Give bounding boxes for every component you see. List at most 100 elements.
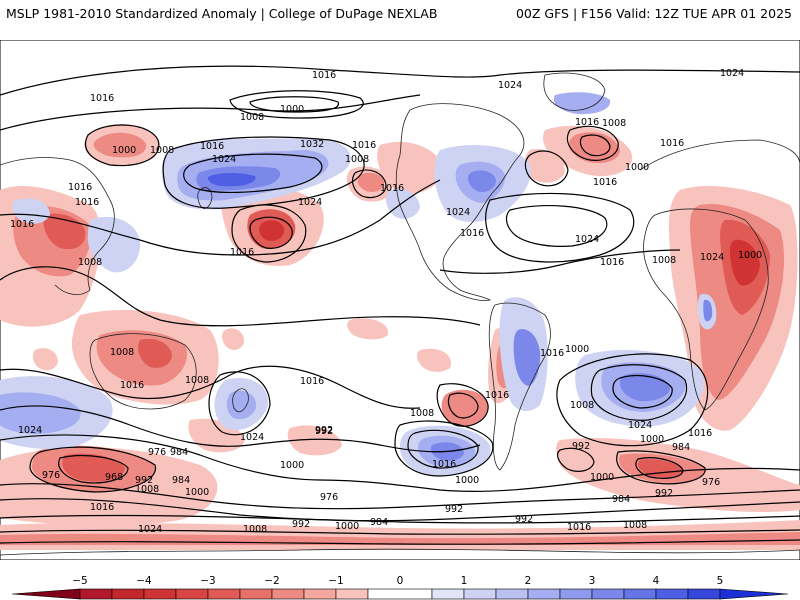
- contour-label: 984: [612, 494, 630, 505]
- isobar: [58, 455, 129, 484]
- contour-label: 1016: [200, 141, 224, 152]
- contour-label: 1000: [640, 434, 664, 445]
- contour-label: 992: [445, 504, 463, 515]
- pos-1-area: [87, 216, 141, 273]
- colorbar-swatch: [623, 588, 657, 600]
- isobar: [407, 429, 479, 469]
- contour-label: 992: [655, 488, 673, 499]
- neg-1-area: [287, 425, 342, 456]
- isobar: [394, 420, 494, 477]
- contour-label: 1024: [240, 432, 264, 443]
- colorbar-tick: 2: [525, 575, 532, 587]
- isobar: [208, 371, 271, 436]
- isobar: [183, 153, 323, 193]
- isobar: [556, 353, 709, 447]
- isobar: [0, 529, 800, 535]
- isobar: [485, 192, 635, 263]
- contour-label: 1016: [600, 257, 624, 268]
- neg-4-area: [259, 220, 285, 241]
- contour-label: 968: [105, 472, 123, 483]
- contour-label: 1000: [738, 250, 762, 261]
- colorbar-swatch: [367, 588, 433, 600]
- contour-label: 1024: [446, 207, 470, 218]
- colorbar-swatch: [495, 588, 529, 600]
- contour-label: 992: [572, 441, 590, 452]
- pos-3-area: [468, 170, 496, 193]
- contour-label: 1024: [18, 425, 42, 436]
- map-title: MSLP 1981-2010 Standardized Anomaly | Co…: [6, 6, 438, 21]
- neg-3-area: [138, 338, 172, 368]
- isobar: [0, 365, 421, 409]
- contour-label: 1016: [432, 459, 456, 470]
- neg-1-area: [417, 348, 451, 372]
- contour-label: 1016: [90, 93, 114, 104]
- contour-label: 1008: [135, 484, 159, 495]
- colorbar-tick: 0: [397, 575, 404, 587]
- isobar: [0, 179, 441, 256]
- contour-label: 1016: [10, 219, 34, 230]
- contour-label: 1016: [75, 197, 99, 208]
- colorbar-swatch: [527, 588, 561, 600]
- neg-3-area: [638, 459, 682, 478]
- greenland-coast: [543, 72, 606, 111]
- coastlines: [0, 72, 800, 556]
- new-zealand-coast: [232, 388, 249, 413]
- contour-label: 992: [135, 475, 153, 486]
- contour-label: 1024: [575, 234, 599, 245]
- colorbar: −5 −4 −3 −2 −1 0 1 2 3 4 5: [11, 575, 789, 600]
- contour-label: 1000: [335, 521, 359, 532]
- neg-2-area: [357, 172, 385, 192]
- isobar: [436, 383, 489, 427]
- pos-2-area: [226, 390, 257, 420]
- isobar: [616, 450, 706, 485]
- isobar: [612, 375, 673, 409]
- contour-label: 1000: [280, 460, 304, 471]
- isobar: [84, 124, 160, 167]
- neg-1-area: [347, 318, 389, 340]
- colorbar-swatch: [271, 588, 305, 600]
- isobar: [566, 125, 619, 161]
- isobar: [229, 90, 364, 119]
- contour-label: 1024: [700, 252, 724, 263]
- neg-3-area: [62, 453, 125, 482]
- colorbar-swatch: [591, 588, 625, 600]
- colorbar-tick: −4: [136, 575, 152, 587]
- colorbar-tick: −1: [328, 575, 343, 587]
- contour-label: 992: [315, 425, 333, 436]
- contour-label: 992: [515, 514, 533, 525]
- isobar: [231, 204, 307, 263]
- pos-3-area: [620, 373, 671, 402]
- contour-label: 1008: [602, 118, 626, 129]
- colorbar-tick: −2: [264, 575, 279, 587]
- contour-label: 1000: [185, 487, 209, 498]
- contour-label: 1024: [498, 80, 522, 91]
- isobar: [0, 266, 481, 327]
- isobar: [352, 169, 387, 199]
- colorbar-tick: 3: [589, 575, 596, 587]
- contour-label: 1024: [720, 68, 744, 79]
- contour-label: 1000: [565, 344, 589, 355]
- africa-coast: [643, 208, 769, 411]
- contour-label: 1024: [628, 420, 652, 431]
- colorbar-tick: −5: [72, 575, 87, 587]
- colorbar-swatches: [11, 588, 789, 600]
- neg-1-area: [524, 148, 565, 183]
- colorbar-swatch: [335, 588, 369, 600]
- pos-3-area: [513, 329, 541, 386]
- contour-label: 1016: [120, 380, 144, 391]
- colorbar-swatch: [559, 588, 593, 600]
- south-america-coast: [488, 302, 551, 471]
- isobar: [0, 539, 800, 545]
- isobar: [0, 65, 800, 96]
- contour-label: 1016: [90, 502, 114, 513]
- contour-label: 1024: [138, 524, 162, 535]
- isobar: [590, 364, 688, 421]
- contour-label: 984: [172, 475, 190, 486]
- isobar: [249, 96, 339, 113]
- contour-label: 1008: [410, 408, 434, 419]
- colorbar-tick: 5: [717, 575, 724, 587]
- contour-label: 992: [315, 426, 333, 437]
- pos-2-area: [553, 92, 611, 115]
- isobar: [439, 249, 681, 274]
- isobar: [249, 216, 293, 249]
